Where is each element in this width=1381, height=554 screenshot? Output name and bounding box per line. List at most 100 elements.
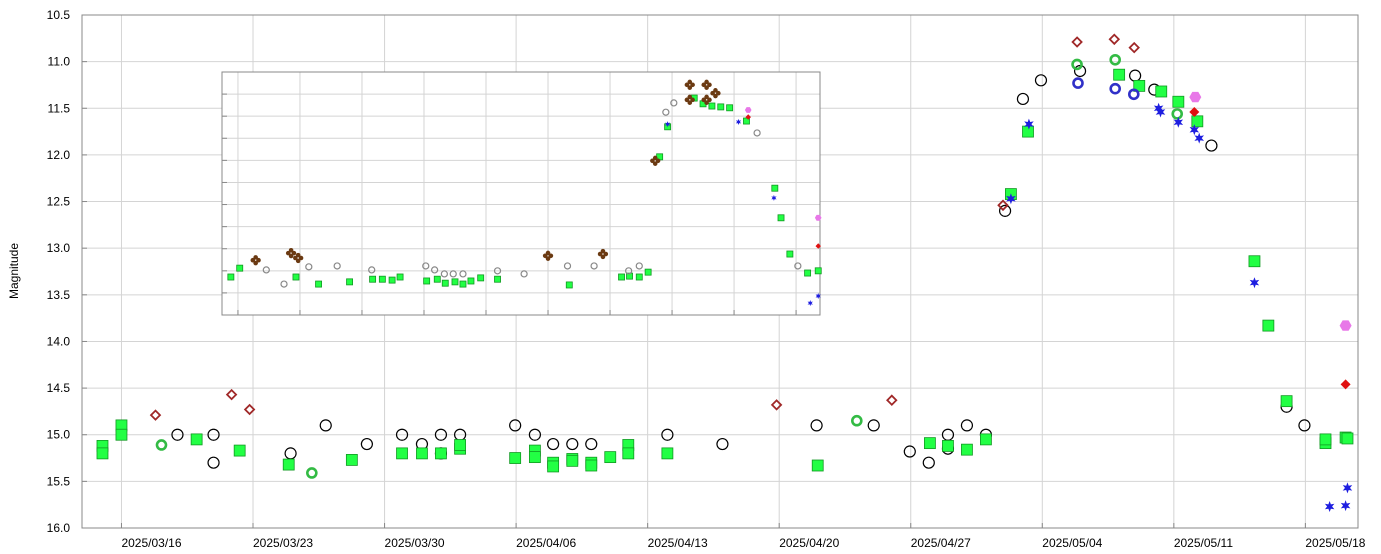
marker [1016,92,1030,106]
marker [547,460,560,473]
marker [942,440,954,452]
marker [345,454,358,466]
marker-part [716,90,721,96]
marker-part [250,257,256,263]
marker [233,444,246,457]
marker-part [687,85,693,90]
y-axis-label: Magnitude [7,243,21,299]
y-tick-label: 15.5 [47,474,71,488]
marker [306,467,318,479]
marker-part [288,253,294,259]
marker-part [684,82,690,88]
marker-part [253,255,258,260]
marker [285,247,297,259]
marker [1109,82,1122,95]
marker [280,280,288,288]
marker [1280,395,1293,408]
y-tick-label: 11.0 [48,55,71,69]
marker [777,214,785,222]
marker [155,439,168,451]
marker [477,274,485,282]
marker [644,268,652,276]
marker [590,262,598,270]
marker [710,88,721,99]
y-tick-label: 11.5 [48,101,71,115]
marker-part [704,85,709,90]
marker [315,280,322,288]
marker [369,275,377,283]
marker [1319,433,1332,446]
y-tick-label: 13.0 [47,241,71,255]
marker [807,300,813,307]
marker [227,273,235,281]
marker [1189,107,1200,117]
y-tick-label: 15.0 [47,428,71,442]
marker [815,293,821,299]
marker [717,103,725,111]
marker [528,428,541,441]
marker [961,443,973,456]
marker [1006,193,1016,205]
marker [771,184,779,192]
marker-part [542,253,548,259]
marker-part [600,254,606,260]
marker [867,419,880,432]
marker [509,452,522,464]
marker [625,267,633,275]
marker [449,270,457,278]
marker-part [295,252,301,258]
marker [1249,277,1260,289]
marker [435,447,447,460]
marker [716,437,729,451]
x-tick-label: 2025/05/04 [1042,536,1102,550]
marker [597,248,609,260]
marker-part [548,253,554,259]
marker [459,270,467,278]
marker [250,255,261,266]
x-tick-label: 2025/04/06 [516,536,576,550]
marker-part [687,79,693,85]
marker [1262,319,1275,332]
marker-part [600,248,606,254]
marker [701,94,712,105]
marker [520,270,528,278]
marker [225,388,238,401]
marker [1342,482,1353,494]
marker-part [253,260,258,266]
marker [810,419,823,432]
marker [585,437,598,451]
marker [886,394,898,406]
y-tick-label: 12.0 [47,148,71,162]
x-tick-label: 2025/05/11 [1174,536,1233,550]
marker [243,403,256,416]
marker-part [707,97,712,103]
marker-part [684,97,690,103]
marker [665,121,671,128]
marker [1205,139,1218,152]
marker [1109,53,1122,66]
marker [1155,106,1166,118]
marker [566,454,579,467]
marker [684,94,695,105]
marker-part [713,93,718,99]
plot [221,71,822,316]
x-tick-label: 2025/03/30 [385,536,445,550]
y-tick-label: 14.5 [47,381,71,395]
y-tick-label: 13.5 [47,288,71,302]
marker [416,447,428,460]
marker [618,273,625,281]
marker-part [713,88,718,93]
marker [662,108,670,116]
marker [1022,125,1034,138]
marker-part [704,100,709,105]
marker [433,275,441,283]
marker [395,428,409,441]
marker [604,451,617,464]
marker [422,262,430,270]
marker-part [298,255,304,261]
marker [282,458,295,471]
marker [960,419,974,432]
marker [467,277,475,285]
marker [1128,41,1140,54]
